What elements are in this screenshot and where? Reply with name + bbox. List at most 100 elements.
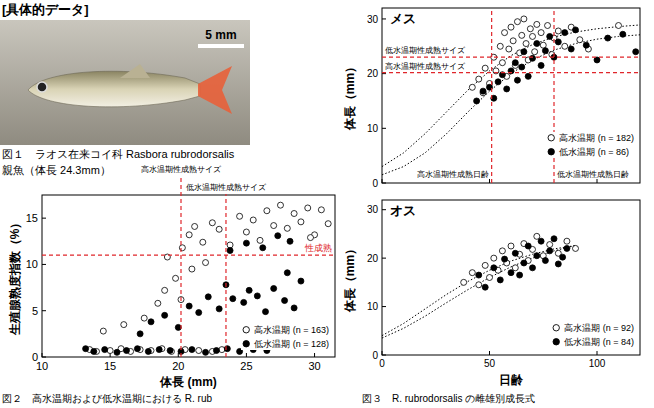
legend-label: 低水温期 (n = 86) xyxy=(559,147,629,157)
x-tick xyxy=(382,179,383,183)
legend-label: 高水温期 (n = 163) xyxy=(254,325,329,335)
data-point xyxy=(491,265,497,271)
data-point xyxy=(114,349,120,355)
data-point xyxy=(287,238,293,244)
data-point xyxy=(282,298,288,304)
data-point xyxy=(508,243,514,249)
legend-label: 高水温期 (n = 182) xyxy=(559,133,634,143)
legend-background xyxy=(546,132,636,158)
data-point xyxy=(213,348,219,354)
legend-label: 低水温期 (n = 84) xyxy=(564,337,634,347)
data-point xyxy=(512,60,518,66)
data-point xyxy=(530,265,536,271)
data-point xyxy=(254,293,260,299)
data-point xyxy=(555,39,561,45)
caption: 親魚（体長 24.3mm） xyxy=(2,164,111,176)
data-point xyxy=(262,309,268,315)
photo: 5 mm xyxy=(0,20,250,145)
data-point xyxy=(325,221,331,227)
data-point xyxy=(83,346,89,352)
data-point xyxy=(175,324,181,330)
data-point xyxy=(538,62,544,68)
data-point xyxy=(162,287,168,293)
x-tick xyxy=(597,179,598,183)
data-point xyxy=(227,242,233,248)
y-tick-label: 0 xyxy=(32,351,38,363)
data-point xyxy=(107,348,113,354)
fish-body xyxy=(28,71,200,107)
data-point xyxy=(480,88,486,94)
data-point xyxy=(542,258,548,264)
data-point xyxy=(534,41,540,47)
data-point xyxy=(508,270,514,276)
data-point xyxy=(508,24,514,30)
data-point xyxy=(521,49,527,55)
data-point xyxy=(551,236,557,242)
legend: 高水温期 (n = 92)低水温期 (n = 84) xyxy=(551,322,636,348)
y-tick-label: 10 xyxy=(367,301,379,312)
data-point xyxy=(594,57,600,63)
x-axis-title: 体長 (mm) xyxy=(159,375,217,389)
reference-label: 高水温期性成熟日齢 xyxy=(417,170,489,179)
data-point xyxy=(469,270,475,276)
reference-label: 低水温期性成熟日齢 xyxy=(557,170,629,179)
x-tick-label: 100 xyxy=(589,358,606,369)
data-point xyxy=(583,42,589,48)
data-point xyxy=(179,245,185,251)
data-point xyxy=(134,346,140,352)
reference-line xyxy=(225,194,226,357)
data-point xyxy=(192,223,198,229)
y-tick xyxy=(382,258,386,259)
data-point xyxy=(562,30,568,36)
data-point xyxy=(502,256,508,262)
data-point xyxy=(203,349,209,355)
data-point xyxy=(141,315,147,321)
x-tick-label: 0 xyxy=(379,358,385,369)
x-tick-label: 20 xyxy=(172,360,184,372)
data-point xyxy=(205,294,211,300)
data-point xyxy=(227,248,233,254)
y-tick-label: 10 xyxy=(26,258,38,270)
data-point xyxy=(162,312,168,318)
reference-label: 高水温期性成熟サイズ xyxy=(385,62,466,71)
reference-lines xyxy=(42,176,335,357)
chart: 0501000102030日齢体長（mm）オス高水温期 (n = 92)低水温期… xyxy=(343,200,640,387)
y-tick xyxy=(382,183,386,184)
data-point xyxy=(167,348,173,354)
data-point xyxy=(497,277,503,283)
data-point xyxy=(216,226,222,232)
data-point xyxy=(203,260,209,266)
data-point xyxy=(173,275,179,281)
data-point xyxy=(196,348,202,354)
data-point xyxy=(243,240,249,246)
data-point xyxy=(521,16,527,22)
data-point xyxy=(216,306,222,312)
y-tick-label: 5 xyxy=(32,305,38,317)
data-point xyxy=(506,46,512,52)
reference-line xyxy=(42,255,335,256)
data-point xyxy=(275,233,281,239)
data-point xyxy=(189,266,195,272)
data-point xyxy=(502,30,508,36)
legend-background xyxy=(551,322,636,348)
x-tick xyxy=(246,353,247,357)
data-point xyxy=(487,275,493,281)
data-point xyxy=(260,245,266,251)
data-point xyxy=(100,328,106,334)
data-point xyxy=(519,32,525,38)
plot-frame xyxy=(382,8,640,183)
data-point xyxy=(577,37,583,43)
x-tick xyxy=(382,351,383,355)
label-background xyxy=(556,170,630,179)
y-tick xyxy=(42,264,46,265)
legend-label: 低水温期 (n = 128) xyxy=(254,339,329,349)
data-point xyxy=(257,237,263,243)
data-point xyxy=(476,76,482,82)
x-tick xyxy=(489,351,490,355)
data-point xyxy=(521,260,527,266)
plot-frame xyxy=(42,195,335,357)
data-point xyxy=(547,248,553,254)
data-point xyxy=(156,347,162,353)
data-point xyxy=(633,49,639,55)
data-point xyxy=(307,235,313,241)
